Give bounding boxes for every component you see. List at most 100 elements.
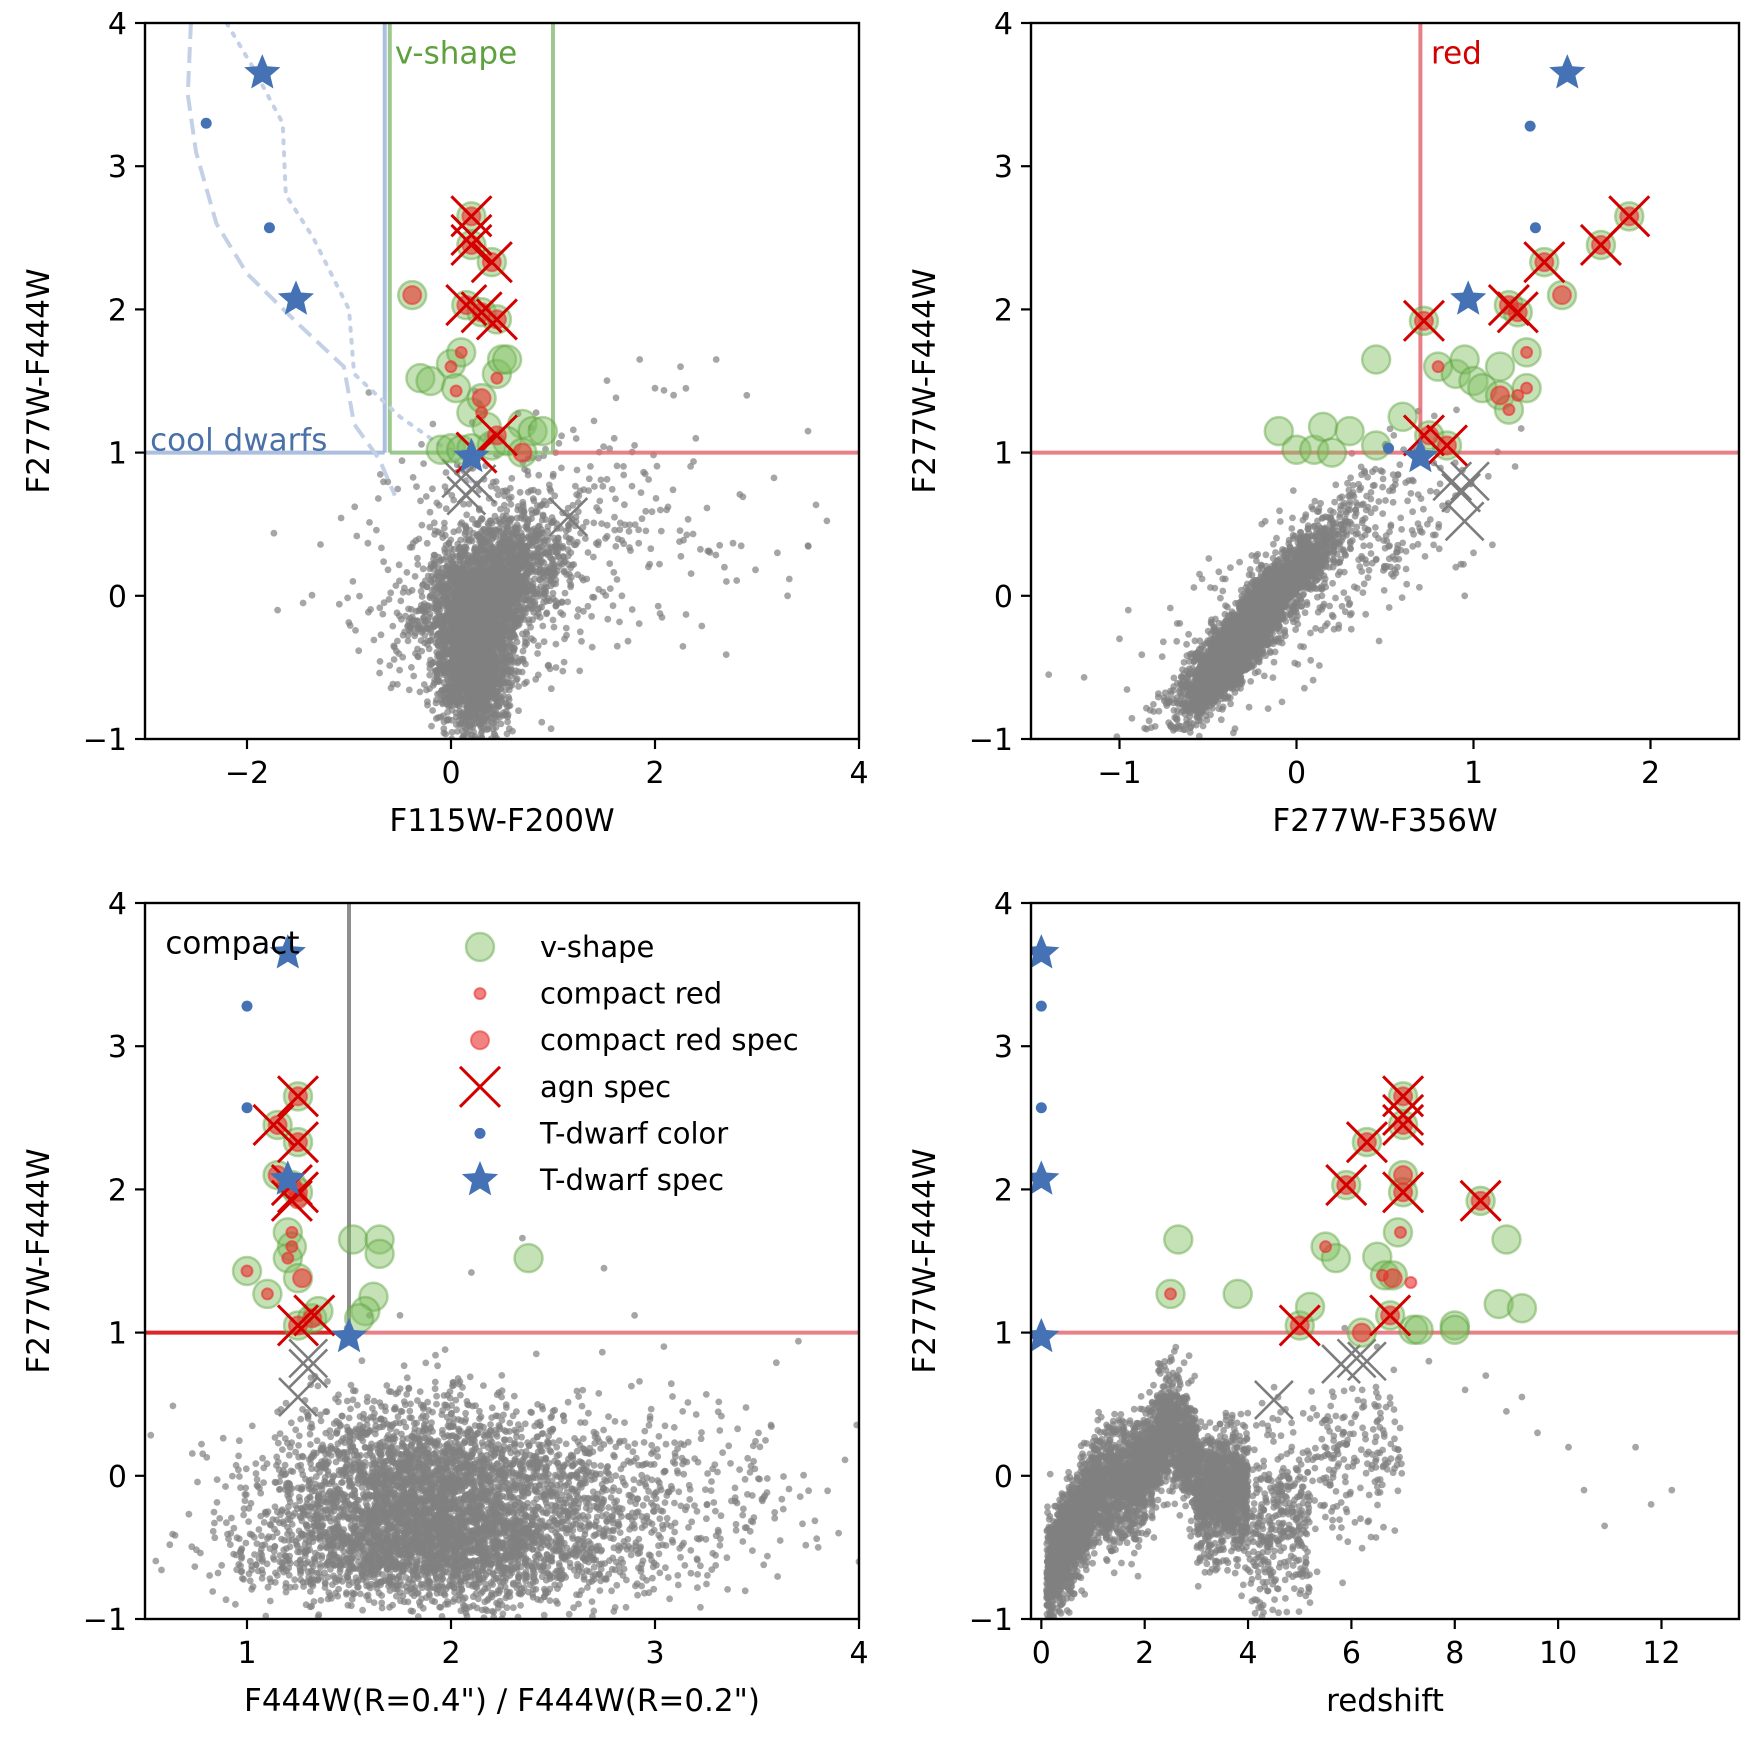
field-point [553,549,561,557]
field-point [680,536,687,544]
field-point [620,471,628,479]
field-point [640,468,647,476]
field-point [440,556,447,563]
field-point [610,434,618,442]
field-point [1517,425,1525,432]
field-point [397,597,405,605]
field-point [618,592,626,600]
field-point [528,552,535,560]
field-point [454,618,462,626]
field-point [426,671,434,679]
field-point [722,651,730,658]
field-point [422,608,429,615]
field-point [562,527,570,535]
field-point [613,462,621,470]
field-point [384,478,392,486]
field-point [523,639,531,647]
field-point [595,585,603,593]
field-point [432,699,440,707]
field-point [462,576,469,583]
field-point [428,722,435,730]
field-point [349,578,357,585]
field-point [520,510,528,518]
field-point [504,718,511,726]
field-point [498,675,505,683]
field-point [493,485,500,492]
field-point [522,660,529,668]
field-point [823,517,831,525]
field-point [1407,490,1415,497]
vshape-point [486,344,518,375]
field-point [493,644,501,652]
field-point [569,501,577,509]
field-point [635,526,642,534]
field-point [687,570,695,577]
vshape-point [435,433,467,464]
field-point [692,434,700,442]
field-point [637,489,645,496]
field-point [474,618,482,626]
field-point [552,664,560,671]
field-point [463,511,471,519]
agn-spec-point [450,223,493,267]
field-point [414,554,421,562]
plot-area [145,23,859,739]
field-point [482,685,490,692]
field-point [564,598,572,606]
field-point [535,550,542,557]
field-point [475,593,482,601]
field-point [1341,608,1349,616]
field-point [551,492,559,500]
field-point [530,486,537,494]
field-point [646,560,654,568]
field-point [429,485,436,493]
field-point [428,578,435,586]
field-point [427,656,434,664]
axes-frame [143,21,861,741]
field-point [503,607,511,614]
x-tick-label: 0 [441,756,460,791]
field-point [370,636,378,644]
field-point [469,616,477,624]
field-point [366,519,373,526]
field-point [595,507,603,515]
field-point [440,729,448,737]
field-point [663,506,671,514]
field-point [424,698,431,706]
field-point [572,435,580,442]
field-point [469,675,477,683]
field-point [616,526,624,534]
field-point [645,476,652,483]
field-point [669,486,677,494]
field-point [588,643,596,651]
field-point [628,606,636,613]
field-point [380,558,387,566]
field-point [387,589,395,597]
field-point [497,720,505,728]
field-point [386,662,394,669]
field-point [440,679,448,687]
field-point [574,571,582,579]
field-point [419,565,427,573]
field-point [488,587,495,595]
field-point [472,701,480,708]
agn-spec-point [450,213,493,256]
field-point [441,630,449,638]
field-point [445,715,452,723]
tdwarf-spec-point [244,54,281,89]
field-point [488,687,496,694]
field-point [519,647,527,655]
field-point [682,384,690,392]
field-point [558,599,566,606]
field-point [385,596,393,603]
field-point [492,579,500,587]
field-point [804,542,812,550]
field-point [752,566,759,574]
field-point [473,570,480,578]
field-point [705,547,713,555]
field-point [552,640,560,648]
field-point [405,686,413,694]
field-point [449,640,457,648]
field-point [497,558,504,566]
